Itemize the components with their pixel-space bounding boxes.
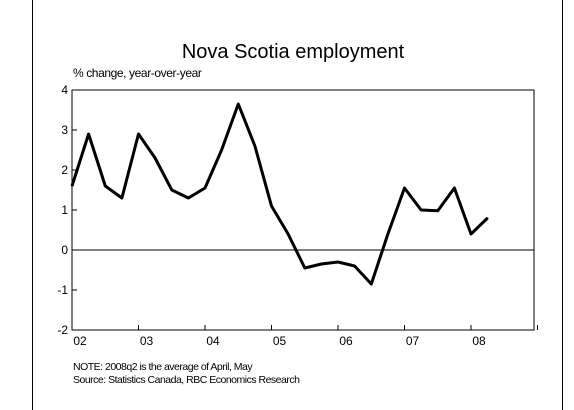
plot-area <box>71 89 535 331</box>
data-point <box>254 145 256 147</box>
y-tick-label: 1 <box>61 203 68 217</box>
data-point <box>171 189 173 191</box>
y-tick-label: -1 <box>57 283 68 297</box>
chart-frame <box>32 0 563 410</box>
data-point <box>137 133 140 135</box>
data-point <box>237 103 240 105</box>
chart-source: Source: Statistics Canada, RBC Economics… <box>73 374 300 386</box>
data-point <box>121 197 123 199</box>
data-point <box>420 209 422 211</box>
chart-title: Nova Scotia employment <box>182 41 405 63</box>
x-tick-label: 05 <box>273 334 287 348</box>
data-point <box>437 210 439 212</box>
data-point <box>220 149 223 151</box>
y-tick-label: 0 <box>61 243 68 257</box>
data-point <box>71 185 73 187</box>
data-point <box>370 283 373 285</box>
x-tick-label: 08 <box>472 334 486 348</box>
y-axis-label: % change, year-over-year <box>73 66 202 80</box>
data-point <box>204 187 206 189</box>
chart-note: NOTE: 2008q2 is the average of April, Ma… <box>73 361 253 373</box>
data-point <box>104 185 107 187</box>
data-point <box>154 157 156 159</box>
data-point <box>87 133 90 135</box>
y-tick-label: 2 <box>61 163 68 177</box>
data-point <box>304 267 306 269</box>
x-tick-label: 02 <box>73 334 87 348</box>
y-axis: 4 3 2 1 0 -1 -2 <box>57 83 77 337</box>
data-point <box>486 217 489 219</box>
data-point <box>353 265 356 267</box>
x-tick-label: 04 <box>206 334 220 348</box>
data-point <box>187 197 190 199</box>
y-tick-label: -2 <box>57 323 68 337</box>
data-point <box>470 233 472 235</box>
x-tick-label: 06 <box>339 334 353 348</box>
y-tick-label: 3 <box>61 123 68 137</box>
data-point <box>270 205 273 207</box>
data-point <box>387 233 389 235</box>
data-point <box>453 187 456 189</box>
x-tick-label: 03 <box>140 334 154 348</box>
data-point <box>287 233 289 235</box>
series-line <box>70 102 489 286</box>
data-point <box>320 263 323 265</box>
data-point <box>403 187 406 189</box>
x-axis: 02 03 04 05 06 07 08 <box>71 325 538 348</box>
y-tick-label: 4 <box>61 83 68 97</box>
series-lines <box>70 102 489 286</box>
x-tick-label: 07 <box>406 334 420 348</box>
data-point <box>337 261 339 263</box>
